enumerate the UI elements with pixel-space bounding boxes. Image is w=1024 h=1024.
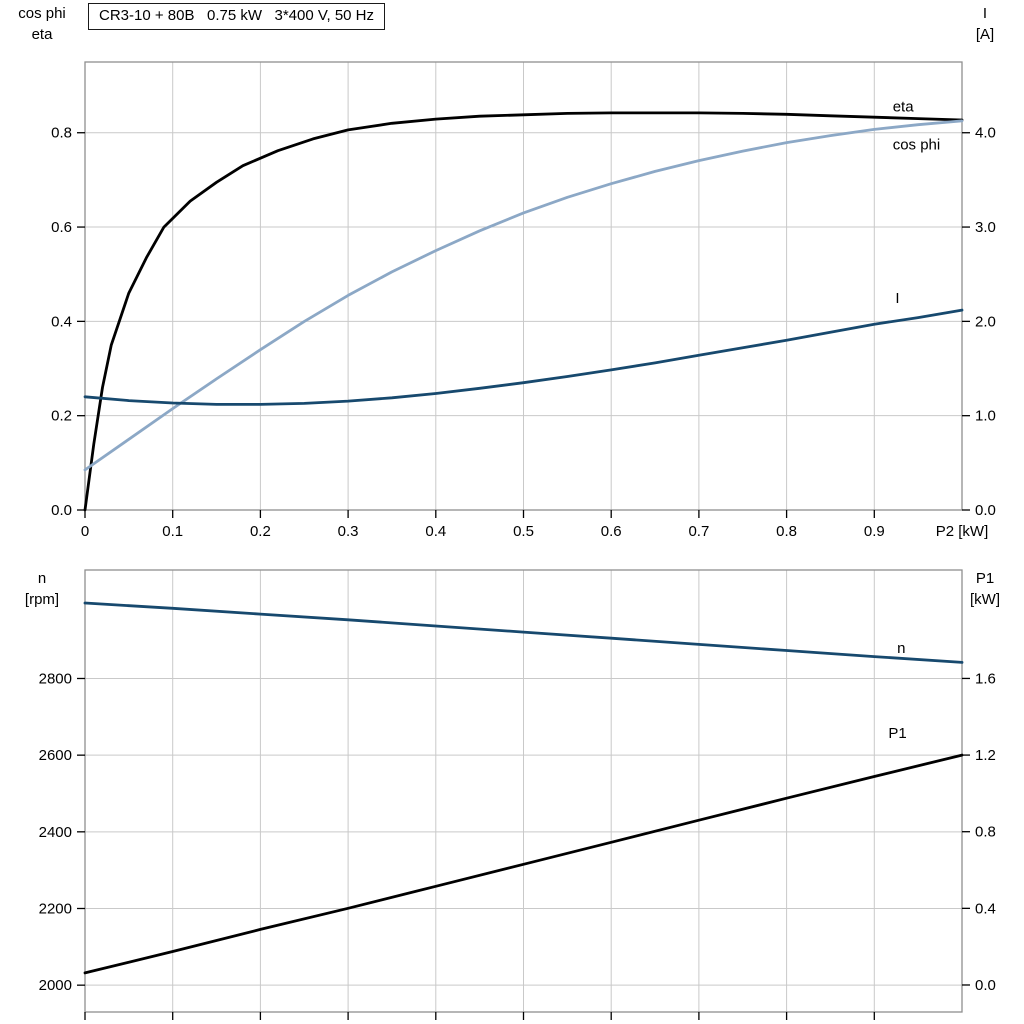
x-axis-tick-label: 0.2 <box>250 523 271 540</box>
left-axis-tick-label: 0.4 <box>51 313 72 330</box>
left-axis-tick-label: 0.0 <box>51 502 72 519</box>
top-left-axis-title: cos phi eta <box>0 3 84 45</box>
x-axis-tick-label: 0.3 <box>338 523 359 540</box>
left-axis-tick-label: 2200 <box>39 900 72 917</box>
right-axis-tick-label: 0.4 <box>975 900 996 917</box>
right-axis-tick-label: 1.0 <box>975 408 996 425</box>
curve-label-n: n <box>897 640 905 657</box>
right-axis-title-line2: [A] <box>975 26 995 43</box>
x-axis-tick-label: 0.8 <box>776 523 797 540</box>
curve-label-eta: eta <box>893 99 915 116</box>
left-axis-title-line2: eta <box>31 26 53 43</box>
right-axis-tick-label: 2.0 <box>975 313 996 330</box>
left-axis-tick-label: 2400 <box>39 824 72 841</box>
right-axis-tick-label: 4.0 <box>975 125 996 142</box>
left-axis-tick-label: 0.6 <box>51 219 72 236</box>
series-line-cos-phi <box>83 119 964 472</box>
right-axis-tick-label: 0.0 <box>975 977 996 994</box>
left-axis-tick-label: 2000 <box>39 977 72 994</box>
power-axis-title-line2: [kW] <box>970 591 1000 608</box>
x-axis-tick-label: 0.6 <box>601 523 622 540</box>
plot-motor-curves: 0.0 0.2 0.4 0.6 0.8 0.0 1.0 2.0 3.0 4.0 0 0.1 0.2 0.3… <box>51 61 996 540</box>
series-line-eta <box>83 111 964 512</box>
left-axis-tick-label: 0.2 <box>51 408 72 425</box>
speed-axis-title-line2: [rpm] <box>24 591 60 608</box>
x-axis-tick-label: 0.9 <box>864 523 885 540</box>
x-axis-unit-label: P2 [kW] <box>936 523 989 540</box>
right-axis-tick-label: 1.2 <box>975 747 996 764</box>
right-axis-tick-label: 0.8 <box>975 824 996 841</box>
right-axis-tick-label: 0.0 <box>975 502 996 519</box>
right-axis-title-line1: I <box>982 5 988 22</box>
x-axis-tick-label: 0.4 <box>425 523 446 540</box>
x-axis-tick-label: 0.7 <box>688 523 709 540</box>
bottom-right-axis-title: P1 [kW] <box>958 568 1012 610</box>
curve-label-cos-phi: cos phi <box>893 137 941 154</box>
top-right-axis-title: I [A] <box>958 3 1012 45</box>
chart-title-box: CR3-10 + 80B 0.75 kW 3*400 V, 50 Hz <box>88 3 386 30</box>
x-axis-tick-label: 0.1 <box>162 523 183 540</box>
power-axis-title-line1: P1 <box>975 570 995 587</box>
right-axis-tick-label: 1.6 <box>975 670 996 687</box>
left-axis-tick-label: 2800 <box>39 670 72 687</box>
series-line-n <box>83 601 964 664</box>
series-line-P1 <box>83 753 964 975</box>
left-axis-tick-label: 2600 <box>39 747 72 764</box>
bottom-left-axis-title: n [rpm] <box>0 568 84 610</box>
speed-axis-title-line1: n <box>37 570 47 587</box>
x-axis-tick-label: 0.5 <box>513 523 534 540</box>
series-line-I <box>83 308 964 406</box>
plot-speed-power: 2000 2200 2400 2600 2800 0.0 0.4 0.8 1.2 1.6 n P1 <box>39 569 996 1020</box>
curve-label-I: I <box>895 290 899 307</box>
curve-label-P1: P1 <box>888 725 906 742</box>
x-axis-tick-label: 0 <box>81 523 89 540</box>
left-axis-title-line1: cos phi <box>18 5 66 22</box>
left-axis-tick-label: 0.8 <box>51 125 72 142</box>
right-axis-tick-label: 3.0 <box>975 219 996 236</box>
